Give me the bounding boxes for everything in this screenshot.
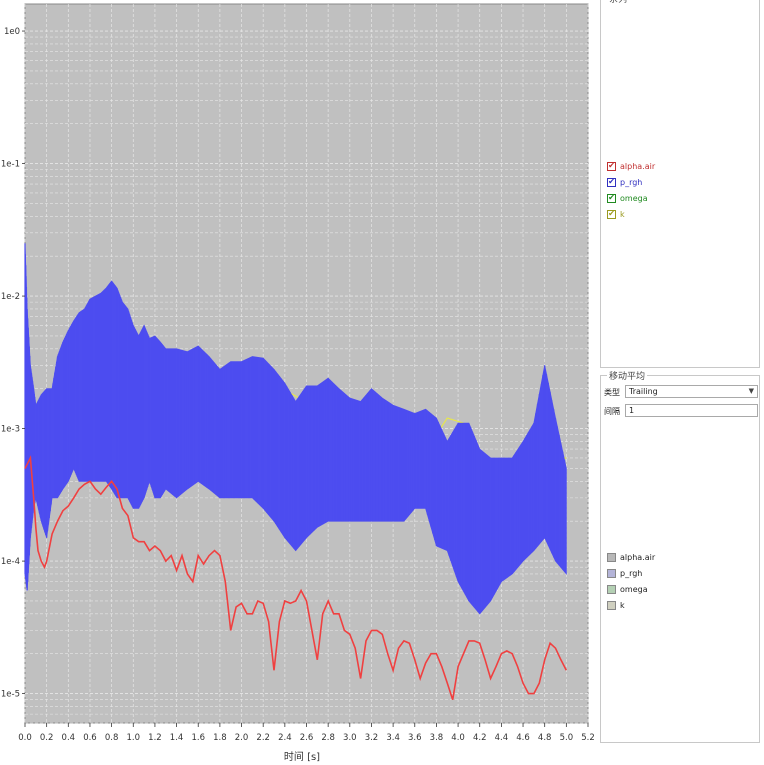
interval-input-value: 1: [629, 406, 635, 415]
ma-legend-alpha-air: alpha.air: [607, 550, 655, 564]
x-tick-label: 5.2: [581, 733, 595, 743]
ma-legend-k: k: [607, 598, 625, 612]
moving-average-panel: 移动平均 类型 Trailing ▼ 间隔 1 alpha.air p_rgh …: [600, 369, 760, 743]
ma-swatch-k: [607, 600, 616, 610]
ma-legend-omega: omega: [607, 582, 648, 596]
y-tick-label: 1e-3: [1, 425, 20, 435]
checkbox-alpha-air[interactable]: ✔: [607, 161, 616, 171]
ma-legend-p-rgh: p_rgh: [607, 566, 642, 580]
x-tick-label: 0.0: [18, 733, 32, 743]
x-tick-label: 3.2: [365, 733, 379, 743]
x-tick-label: 2.6: [300, 733, 314, 743]
y-tick-label: 1e-2: [1, 292, 20, 302]
series-panel-title: 系列: [607, 0, 630, 5]
x-tick-label: 3.8: [430, 733, 444, 743]
interval-input[interactable]: 1: [625, 404, 758, 417]
checkbox-p-rgh[interactable]: ✔: [607, 177, 616, 187]
x-tick-label: 2.0: [235, 733, 249, 743]
x-tick-label: 4.6: [516, 733, 530, 743]
series-label-alpha-air: alpha.air: [620, 161, 656, 171]
x-tick-label: 3.0: [343, 733, 357, 743]
x-tick-label: 3.4: [386, 733, 400, 743]
x-tick-label: 4.0: [451, 733, 465, 743]
x-tick-label: 1.0: [127, 733, 141, 743]
x-tick-label: 2.4: [278, 733, 292, 743]
y-tick-label: 1e-1: [1, 160, 20, 170]
x-tick-label: 4.4: [495, 733, 509, 743]
x-tick-label: 1.6: [191, 733, 205, 743]
x-tick-label: 1.4: [170, 733, 184, 743]
ma-swatch-omega: [607, 584, 616, 594]
x-axis-label: 时间 [s]: [284, 750, 320, 763]
y-tick-label: 1e0: [4, 27, 20, 37]
chevron-down-icon[interactable]: ▼: [748, 387, 754, 395]
ma-label-omega: omega: [620, 584, 648, 594]
series-label-omega: omega: [620, 193, 648, 203]
ma-label-p-rgh: p_rgh: [620, 568, 643, 578]
series-panel: 系列 ✔ alpha.air ✔ p_rgh ✔ omega ✔ k: [600, 0, 760, 368]
series-label-p-rgh: p_rgh: [620, 177, 643, 187]
x-tick-label: 3.6: [408, 733, 422, 743]
x-tick-label: 5.0: [560, 733, 574, 743]
x-tick-label: 0.8: [105, 733, 119, 743]
x-tick-label: 0.4: [62, 733, 76, 743]
type-label: 类型: [604, 388, 620, 397]
axes: 0.0 0.2 0.4 0.6 0.8 1.0 1.2 1.4 1.6 1.8 2.0 2.2 2.4 2…: [1, 27, 595, 743]
ma-swatch-alpha-air: [607, 552, 616, 562]
series-item-k[interactable]: ✔ k: [607, 207, 625, 221]
x-tick-label: 2.2: [256, 733, 270, 743]
x-tick-label: 4.2: [473, 733, 487, 743]
x-tick-label: 1.8: [213, 733, 227, 743]
checkbox-omega[interactable]: ✔: [607, 193, 616, 203]
type-dropdown[interactable]: Trailing ▼: [625, 385, 758, 398]
series-layer: [24, 243, 568, 700]
ma-label-alpha-air: alpha.air: [620, 552, 656, 562]
x-tick-label: 0.6: [83, 733, 97, 743]
x-tick-label: 1.2: [148, 733, 162, 743]
series-item-p-rgh[interactable]: ✔ p_rgh: [607, 175, 642, 189]
interval-label: 间隔: [604, 407, 620, 416]
series-item-alpha-air[interactable]: ✔ alpha.air: [607, 159, 655, 173]
series-label-k: k: [620, 209, 625, 219]
series-item-omega[interactable]: ✔ omega: [607, 191, 648, 205]
chart-plot: 0.0 0.2 0.4 0.6 0.8 1.0 1.2 1.4 1.6 1.8 2.0 2.2 2.4 2…: [1, 3, 595, 763]
moving-average-title: 移动平均: [607, 369, 648, 382]
y-tick-label: 1e-5: [1, 690, 20, 700]
series-line-alpha-air: [24, 455, 568, 700]
type-dropdown-value: Trailing: [629, 387, 658, 396]
ma-swatch-p-rgh: [607, 568, 616, 578]
x-tick-label: 0.2: [40, 733, 54, 743]
x-tick-label: 4.8: [538, 733, 552, 743]
ma-label-k: k: [620, 600, 625, 610]
checkbox-k[interactable]: ✔: [607, 209, 616, 219]
y-tick-label: 1e-4: [1, 557, 20, 567]
x-tick-label: 2.8: [321, 733, 335, 743]
